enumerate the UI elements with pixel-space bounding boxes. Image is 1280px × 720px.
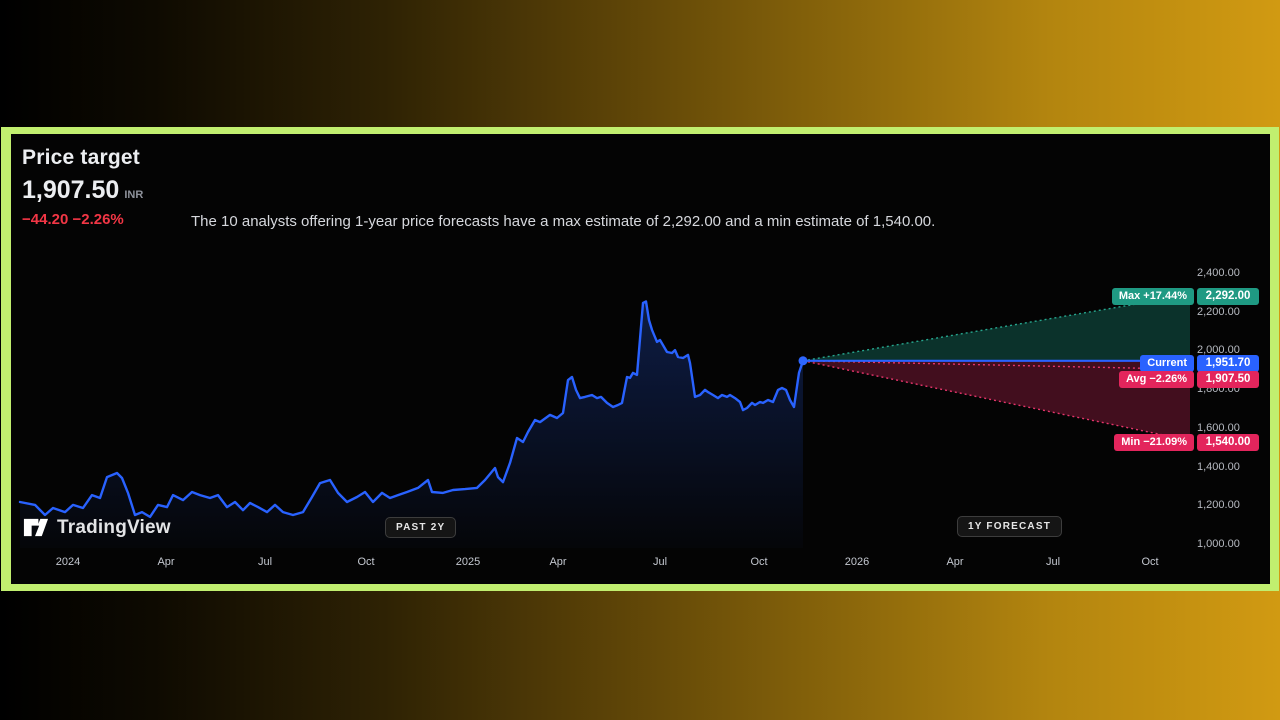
price-currency: INR	[124, 189, 144, 201]
analyst-summary: The 10 analysts offering 1-year price fo…	[191, 213, 936, 230]
price-value: 1,907.50	[22, 176, 120, 204]
price-row: 1,907.50 INR	[22, 176, 143, 205]
price-change: −44.20 −2.26%	[22, 211, 124, 228]
price-target-widget: Price target 1,907.50 INR −44.20 −2.26% …	[1, 127, 1279, 591]
widget-title: Price target	[22, 146, 140, 169]
